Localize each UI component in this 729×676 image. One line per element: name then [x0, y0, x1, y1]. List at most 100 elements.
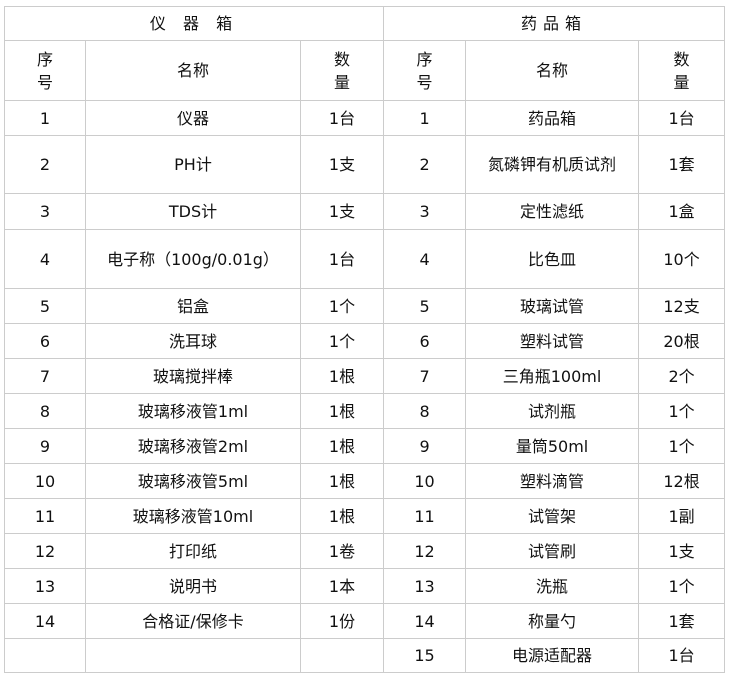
instrument-box-title: 仪 器 箱: [3, 6, 385, 41]
left-name-cell: 电子称（100g/0.01g）: [85, 229, 301, 289]
header-text: 序号: [36, 49, 53, 92]
right-seq-cell: 7: [383, 358, 467, 394]
right-qty-cell: 1盒: [638, 193, 726, 230]
left-name-cell: 铝盒: [85, 288, 301, 324]
left-seq-cell: 8: [4, 393, 86, 429]
left-name-cell: 玻璃移液管10ml: [85, 498, 301, 534]
header-text: 数量: [673, 49, 690, 92]
right-name-cell: 试管刷: [465, 533, 640, 569]
right-name-cell: 比色皿: [465, 229, 640, 289]
right-name-cell: 称量勺: [465, 603, 640, 639]
left-name-cell: [85, 638, 301, 673]
table-row: 13 说明书 1本 13 洗瓶 1个: [4, 568, 726, 604]
right-seq-cell: 6: [383, 323, 467, 359]
left-seq-cell: 6: [4, 323, 86, 359]
left-qty-cell: 1根: [299, 393, 385, 429]
right-seq-cell: 9: [383, 428, 467, 464]
right-seq-cell: 15: [383, 638, 467, 673]
left-qty-cell: 1卷: [299, 533, 385, 569]
right-qty-cell: 10个: [638, 229, 726, 289]
left-qty-cell: 1本: [299, 568, 385, 604]
left-qty-cell: 1支: [299, 135, 385, 194]
equipment-list-table: 仪 器 箱 药品箱 序号 名称 数量 序号 名称 数量 1 仪器 1台 1 药品箱 1台 2…: [3, 6, 726, 673]
right-seq-cell: 13: [383, 568, 467, 604]
right-name-header: 名称: [465, 40, 640, 101]
table-row: 11 玻璃移液管10ml 1根 11 试管架 1副: [4, 498, 726, 534]
right-qty-cell: 1套: [638, 135, 726, 194]
right-qty-cell: 12根: [638, 463, 726, 499]
right-qty-cell: 1套: [638, 603, 726, 639]
right-qty-cell: 12支: [638, 288, 726, 324]
section-title-row: 仪 器 箱 药品箱: [3, 6, 726, 41]
left-name-cell: 玻璃搅拌棒: [85, 358, 301, 394]
left-qty-cell: 1根: [299, 498, 385, 534]
left-qty-cell: 1支: [299, 193, 385, 230]
left-name-header: 名称: [85, 40, 301, 101]
header-text: 序号: [416, 49, 433, 92]
left-seq-cell: 4: [4, 229, 86, 289]
left-seq-cell: [4, 638, 86, 673]
right-name-cell: 试管架: [465, 498, 640, 534]
right-name-cell: 定性滤纸: [465, 193, 640, 230]
right-seq-cell: 3: [383, 193, 467, 230]
right-qty-cell: 1个: [638, 428, 726, 464]
right-seq-header: 序号: [383, 40, 467, 101]
left-name-cell: 仪器: [85, 100, 301, 136]
right-seq-cell: 11: [383, 498, 467, 534]
right-qty-cell: 20根: [638, 323, 726, 359]
left-name-cell: 玻璃移液管2ml: [85, 428, 301, 464]
left-qty-cell: 1个: [299, 323, 385, 359]
right-name-cell: 玻璃试管: [465, 288, 640, 324]
left-seq-cell: 10: [4, 463, 86, 499]
left-seq-cell: 11: [4, 498, 86, 534]
left-seq-cell: 12: [4, 533, 86, 569]
left-qty-cell: 1台: [299, 100, 385, 136]
table-row: 14 合格证/保修卡 1份 14 称量勺 1套: [4, 603, 726, 639]
left-qty-cell: 1根: [299, 428, 385, 464]
left-name-cell: TDS计: [85, 193, 301, 230]
table-row: 4 电子称（100g/0.01g） 1台 4 比色皿 10个: [4, 229, 726, 289]
left-qty-cell: 1台: [299, 229, 385, 289]
header-text: 数量: [334, 49, 351, 92]
left-qty-cell: 1个: [299, 288, 385, 324]
left-name-cell: 玻璃移液管1ml: [85, 393, 301, 429]
left-name-cell: PH计: [85, 135, 301, 194]
column-header-row: 序号 名称 数量 序号 名称 数量: [4, 40, 726, 101]
table-row: 12 打印纸 1卷 12 试管刷 1支: [4, 533, 726, 569]
left-name-cell: 合格证/保修卡: [85, 603, 301, 639]
left-name-cell: 玻璃移液管5ml: [85, 463, 301, 499]
right-qty-cell: 1个: [638, 393, 726, 429]
right-qty-cell: 1副: [638, 498, 726, 534]
table-row: 6 洗耳球 1个 6 塑料试管 20根: [4, 323, 726, 359]
table-row: 7 玻璃搅拌棒 1根 7 三角瓶100ml 2个: [4, 358, 726, 394]
left-seq-cell: 9: [4, 428, 86, 464]
right-name-cell: 量筒50ml: [465, 428, 640, 464]
right-seq-cell: 4: [383, 229, 467, 289]
right-qty-cell: 1个: [638, 568, 726, 604]
right-seq-cell: 10: [383, 463, 467, 499]
left-name-cell: 洗耳球: [85, 323, 301, 359]
right-name-cell: 药品箱: [465, 100, 640, 136]
left-seq-cell: 14: [4, 603, 86, 639]
right-qty-cell: 1支: [638, 533, 726, 569]
table-row: 1 仪器 1台 1 药品箱 1台: [4, 100, 726, 136]
left-seq-cell: 13: [4, 568, 86, 604]
right-name-cell: 试剂瓶: [465, 393, 640, 429]
right-qty-cell: 1台: [638, 100, 726, 136]
table-row: 3 TDS计 1支 3 定性滤纸 1盒: [4, 193, 726, 230]
right-name-cell: 电源适配器: [465, 638, 640, 673]
right-name-cell: 洗瓶: [465, 568, 640, 604]
left-seq-cell: 3: [4, 193, 86, 230]
right-name-cell: 塑料滴管: [465, 463, 640, 499]
right-seq-cell: 14: [383, 603, 467, 639]
right-qty-cell: 2个: [638, 358, 726, 394]
left-qty-header: 数量: [299, 40, 385, 101]
right-seq-cell: 5: [383, 288, 467, 324]
left-qty-cell: 1根: [299, 358, 385, 394]
table-row: 9 玻璃移液管2ml 1根 9 量筒50ml 1个: [4, 428, 726, 464]
right-qty-cell: 1台: [638, 638, 726, 673]
left-seq-cell: 7: [4, 358, 86, 394]
left-qty-cell: 1份: [299, 603, 385, 639]
left-name-cell: 打印纸: [85, 533, 301, 569]
table-row: 10 玻璃移液管5ml 1根 10 塑料滴管 12根: [4, 463, 726, 499]
